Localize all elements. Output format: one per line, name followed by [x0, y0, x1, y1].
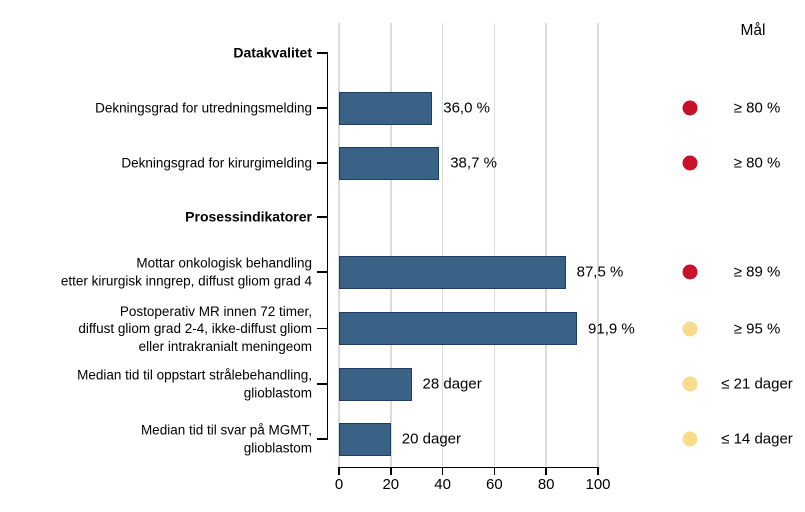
- category-label-dekningsgrad-for-utredningsmeldi: Dekningsgrad for utredningsmelding: [95, 100, 312, 116]
- gridline-100: [597, 23, 599, 467]
- gridline-80: [545, 23, 547, 467]
- category-label-median-tid-til-svar-p-mgmt-gliob: Median tid til svar på MGMT, glioblastom: [140, 422, 312, 456]
- category-tick: [317, 162, 328, 164]
- category-label-postoperativ-mr-innen-72-timer-d: Postoperativ MR innen 72 timer, diffust …: [78, 303, 312, 354]
- category-tick: [317, 271, 328, 273]
- x-axis-tick-60: [493, 468, 496, 475]
- target-status-dot-red: [682, 155, 698, 171]
- x-axis-tick-label-60: 60: [486, 475, 503, 493]
- category-label-mottar-onkologisk-behandling-ett: Mottar onkologisk behandling etter kirur…: [60, 255, 312, 289]
- bar-dekningsgrad-for-utredningsmeldi: [339, 91, 433, 125]
- category-tick: [317, 107, 328, 109]
- category-tick: [317, 216, 328, 218]
- category-tick: [317, 383, 328, 385]
- target-value-median-tid-til-svar-p-mgmt-gliob: ≤ 14 dager: [721, 430, 793, 448]
- value-label-median-tid-til-oppstart-str-lebe: 28 dager: [422, 375, 482, 393]
- section-label-datakvalitet: Datakvalitet: [233, 44, 312, 61]
- x-axis-tick-80: [545, 468, 547, 475]
- x-axis-tick-40: [441, 468, 444, 475]
- bar-mottar-onkologisk-behandling-ett: [339, 255, 566, 289]
- target-status-dot-yellow: [682, 431, 698, 447]
- x-axis-tick-0: [338, 468, 340, 475]
- value-label-dekningsgrad-for-kirurgimelding: 38,7 %: [450, 154, 497, 172]
- target-column-header: Mål: [740, 22, 766, 39]
- target-value-mottar-onkologisk-behandling-ett: ≥ 89 %: [733, 263, 781, 281]
- x-axis-tick-100: [597, 468, 599, 475]
- bar-postoperativ-mr-innen-72-timer-d: [339, 312, 578, 345]
- value-label-median-tid-til-svar-p-mgmt-gliob: 20 dager: [401, 430, 462, 448]
- category-tick: [317, 327, 328, 330]
- gridline-40: [441, 23, 444, 467]
- x-axis-tick-label-40: 40: [434, 475, 451, 493]
- x-axis-tick-label-0: 0: [334, 475, 344, 493]
- category-tick: [317, 52, 328, 54]
- value-label-dekningsgrad-for-utredningsmeldi: 36,0 %: [443, 99, 490, 117]
- target-status-dot-yellow: [682, 376, 698, 392]
- x-axis-tick-20: [390, 468, 392, 475]
- x-axis-tick-label-80: 80: [537, 475, 555, 493]
- target-value-dekningsgrad-for-utredningsmeldi: ≥ 80 %: [733, 99, 781, 117]
- bar-median-tid-til-oppstart-str-lebe: [339, 367, 412, 401]
- target-value-median-tid-til-oppstart-str-lebe: ≤ 21 dager: [721, 375, 793, 393]
- target-status-dot-red: [682, 100, 698, 116]
- target-status-dot-yellow: [682, 321, 698, 336]
- gridline-20: [390, 23, 392, 467]
- gridline-60: [493, 23, 496, 467]
- value-label-mottar-onkologisk-behandling-ett: 87,5 %: [576, 263, 624, 281]
- value-label-postoperativ-mr-innen-72-timer-d: 91,9 %: [588, 320, 635, 337]
- target-status-dot-red: [682, 264, 698, 280]
- gridline-0: [338, 23, 340, 467]
- bar-median-tid-til-svar-p-mgmt-gliob: [339, 422, 391, 456]
- category-tick: [317, 438, 328, 440]
- section-label-prosessindikatorer: Prosessindikatorer: [185, 208, 312, 225]
- target-value-dekningsgrad-for-kirurgimelding: ≥ 80 %: [733, 154, 781, 172]
- x-axis-tick-label-100: 100: [585, 475, 611, 493]
- bar-dekningsgrad-for-kirurgimelding: [339, 146, 440, 180]
- category-axis-line: [326, 53, 328, 439]
- category-label-dekningsgrad-for-kirurgimelding: Dekningsgrad for kirurgimelding: [121, 155, 312, 171]
- x-axis-line: [338, 466, 599, 468]
- target-value-postoperativ-mr-innen-72-timer-d: ≥ 95 %: [733, 320, 781, 337]
- category-label-median-tid-til-oppstart-str-lebe: Median tid til oppstart strålebehandling…: [77, 367, 312, 401]
- x-axis-tick-label-20: 20: [382, 475, 400, 493]
